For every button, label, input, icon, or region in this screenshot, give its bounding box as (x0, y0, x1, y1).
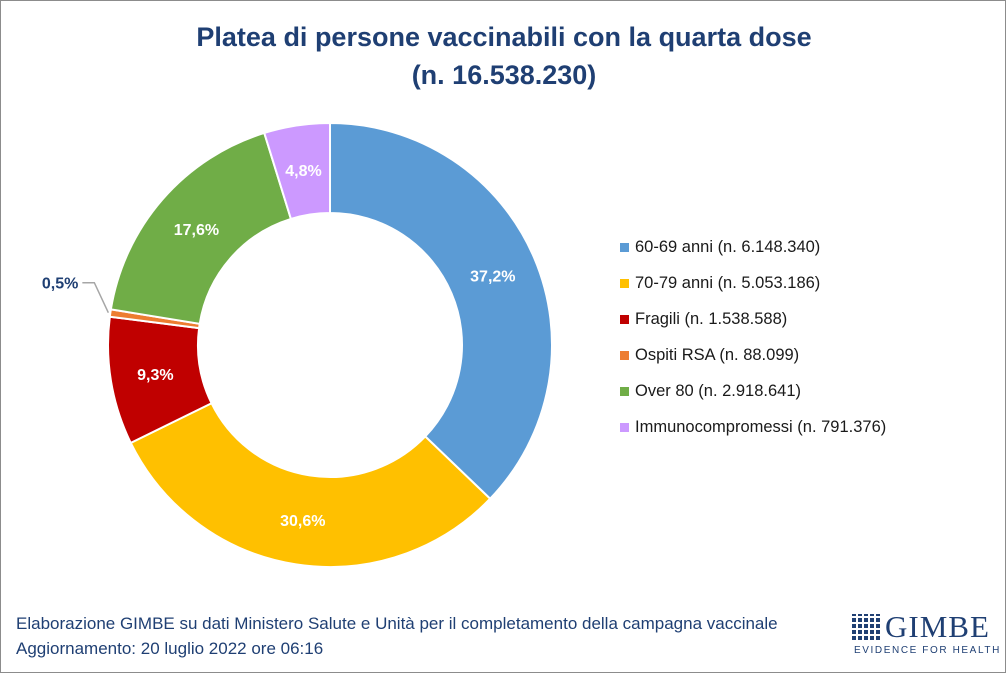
slice-label: 4,8% (285, 163, 321, 180)
legend-swatch (620, 278, 629, 288)
legend-label: Immunocompromessi (n. 791.376) (635, 417, 887, 436)
logo-wordmark: GIMBE (885, 609, 990, 644)
legend-item: Ospiti RSA (n. 88.099) (620, 337, 886, 373)
chart-legend: 60-69 anni (n. 6.148.340) 70-79 anni (n. … (620, 229, 886, 445)
slice-label: 37,2% (470, 269, 515, 286)
legend-item: Over 80 (n. 2.918.641) (620, 373, 886, 409)
slice-label: 30,6% (280, 513, 325, 530)
legend-label: Over 80 (n. 2.918.641) (635, 381, 802, 400)
legend-item: Immunocompromessi (n. 791.376) (620, 409, 886, 445)
logo-tagline: EVIDENCE FOR HEALTH (854, 645, 1001, 656)
legend-swatch (620, 422, 629, 432)
chart-subtitle-total: (n. 16.538.230) (411, 60, 597, 90)
slice-label: 0,5% (42, 276, 78, 293)
legend-label: Fragili (n. 1.538.588) (635, 309, 788, 328)
chart-title: Platea di persone vaccinabili con la qua… (196, 22, 812, 52)
slice-label: 9,3% (137, 367, 173, 384)
legend-item: 60-69 anni (n. 6.148.340) (620, 229, 886, 265)
legend-label: Ospiti RSA (n. 88.099) (635, 345, 800, 364)
logo-grid-icon (852, 614, 882, 640)
legend-item: Fragili (n. 1.538.588) (620, 301, 886, 337)
legend-item: 70-79 anni (n. 5.053.186) (620, 265, 886, 301)
slice-immunocompromessi (263, 121, 331, 221)
gimbe-logo: GIMBE EVIDENCE FOR HEALTH (852, 609, 999, 660)
slice-label: 17,6% (174, 222, 219, 239)
leader-line (82, 281, 110, 314)
legend-swatch (620, 242, 629, 252)
legend-label: 70-79 anni (n. 5.053.186) (635, 273, 821, 292)
legend-label: 60-69 anni (n. 6.148.340) (635, 237, 821, 256)
legend-swatch (620, 350, 629, 360)
slice-70-79-anni (129, 401, 492, 568)
slice-60-69-anni (329, 121, 553, 501)
legend-swatch (620, 314, 629, 324)
legend-swatch (620, 386, 629, 396)
update-timestamp: Aggiornamento: 20 luglio 2022 ore 06:16 (16, 639, 324, 658)
source-note: Elaborazione GIMBE su dati Ministero Sal… (16, 614, 778, 633)
